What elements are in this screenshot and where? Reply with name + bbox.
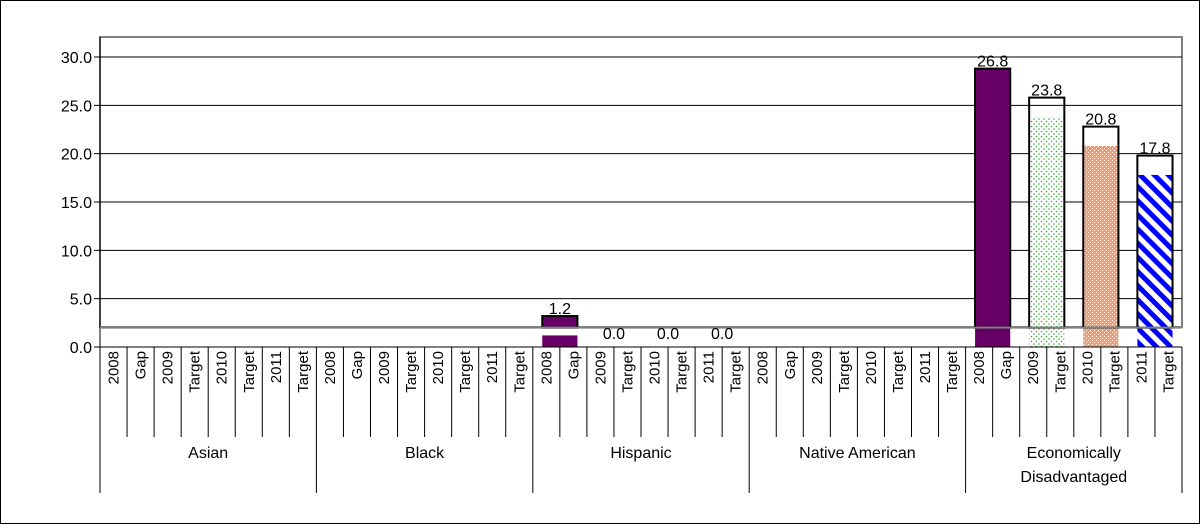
sub-category-label: 2008 [755,351,772,384]
bar-2008 [542,335,578,347]
y-tick-label: 30.0 [61,50,92,67]
sub-category-label: 2009 [592,351,609,384]
sub-category-label: Target [511,350,528,393]
sub-category-label: Gap [349,351,366,379]
bar-2010 [1083,145,1119,347]
sub-category-label: Target [403,350,420,393]
y-tick-label: 20.0 [61,147,92,164]
sub-category-label: 2011 [917,351,934,383]
sub-category-label: 2011 [1133,351,1150,383]
sub-category-label: Gap [998,351,1015,379]
sub-category-label: Gap [133,351,150,379]
sub-category-label: 2009 [809,351,826,384]
y-tick-label: 10.0 [61,243,92,260]
sub-category-label: Target [457,350,474,393]
group-label: Black [405,445,445,462]
y-tick-label: 25.0 [61,98,92,115]
sub-category-label: Gap [782,351,799,379]
sub-category-label: 2008 [106,351,123,384]
target-box-2008 [974,67,1012,329]
data-label: 26.8 [977,54,1008,71]
sub-category-label: 2010 [214,351,231,384]
group-label: Asian [188,445,228,462]
sub-category-label: Target [619,350,636,393]
group-label: Native American [799,445,916,462]
sub-category-label: Target [1160,350,1177,393]
group-label: Disadvantaged [1020,469,1127,486]
sub-category-label: 2011 [701,351,718,383]
sub-category-label: Target [674,350,691,393]
sub-category-label: 2010 [863,351,880,384]
sub-category-label: Target [241,350,258,393]
sub-category-label: Target [1052,350,1069,393]
data-label: 0.0 [711,326,733,343]
y-tick-label: 5.0 [70,292,92,309]
bar-2011 [1137,174,1173,347]
group-label: Hispanic [610,445,671,462]
sub-category-label: Gap [565,351,582,379]
sub-category-label: 2008 [322,351,339,384]
bar-2009 [1029,116,1065,347]
sub-category-label: Target [728,350,745,393]
sub-category-label: Target [944,350,961,393]
sub-category-label: 2010 [430,351,447,384]
sub-category-label: Target [836,350,853,393]
sub-category-label: 2010 [647,351,664,384]
sub-category-label: 2011 [484,351,501,383]
data-label: 1.2 [549,301,571,318]
sub-category-label: 2009 [1025,351,1042,384]
data-label: 17.8 [1139,141,1170,158]
sub-category-label: 2011 [268,351,285,383]
sub-category-label: 2008 [538,351,555,384]
sub-category-label: 2010 [1079,351,1096,384]
group-label: Economically [1027,445,1121,462]
data-label: 0.0 [657,326,679,343]
data-label: 20.8 [1085,112,1116,129]
sub-category-label: 2008 [971,351,988,384]
y-tick-label: 15.0 [61,195,92,212]
sub-category-label: Target [187,350,204,393]
sub-category-label: Target [1106,350,1123,393]
data-label: 23.8 [1031,83,1062,100]
sub-category-label: Target [295,350,312,393]
sub-category-label: Target [890,350,907,393]
data-label: 0.0 [603,326,625,343]
sub-category-label: 2009 [376,351,393,384]
y-tick-label: 0.0 [70,340,92,357]
sub-category-label: 2009 [160,351,177,384]
